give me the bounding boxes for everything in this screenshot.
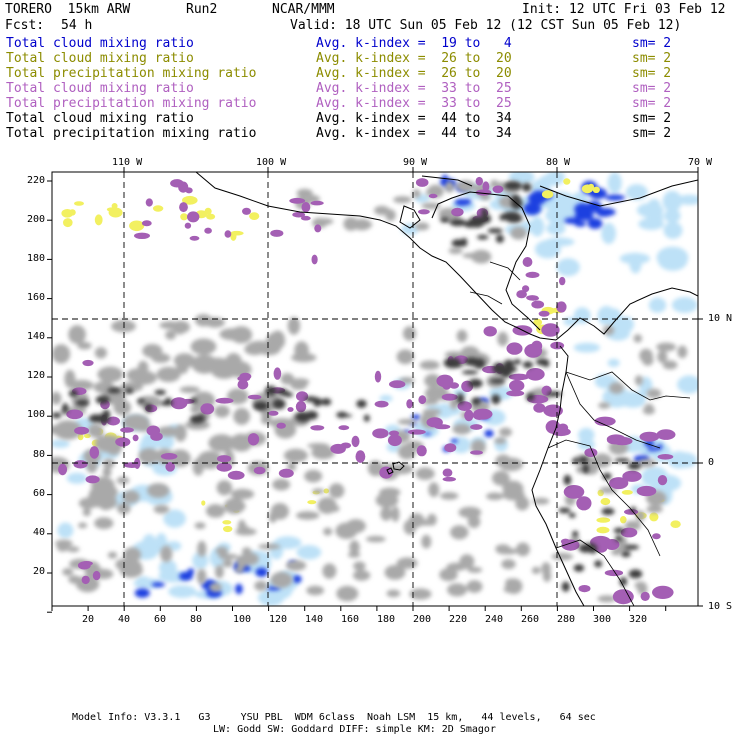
dark-convection-field bbox=[52, 181, 643, 592]
legend-kindex: Avg. k-index = 44 to 34 bbox=[316, 111, 512, 126]
legend-kindex: Avg. k-index = 44 to 34 bbox=[316, 126, 512, 141]
x-tick-160: 160 bbox=[341, 614, 360, 625]
lon-label-90w: 90 W bbox=[403, 157, 428, 168]
y-tick-100: 100 bbox=[27, 409, 46, 420]
x-tick-280: 280 bbox=[557, 614, 576, 625]
x-tick-140: 140 bbox=[305, 614, 324, 625]
y-tick-180: 180 bbox=[27, 253, 46, 264]
x-tick-80: 80 bbox=[190, 614, 203, 625]
y-tick-40: 40 bbox=[33, 527, 46, 538]
x-tick-180: 180 bbox=[377, 614, 396, 625]
lon-label-80w: 80 W bbox=[546, 157, 571, 168]
model-info: Model Info: V3.3.1 G3 YSU PBL WDM 6class… bbox=[72, 712, 596, 723]
model-name: TORERO 15km ARW bbox=[5, 2, 131, 17]
lon-label-110w: 110 W bbox=[112, 157, 143, 168]
x-tick-240: 240 bbox=[485, 614, 504, 625]
legend-sm: sm= 2 bbox=[632, 36, 672, 51]
y-tick-200: 200 bbox=[27, 214, 46, 225]
legend-field: Total cloud mixing ratio bbox=[6, 51, 194, 66]
legend-field: Total cloud mixing ratio bbox=[6, 81, 194, 96]
legend-kindex: Avg. k-index = 26 to 20 bbox=[316, 66, 512, 81]
legend-field: Total precipitation mixing ratio bbox=[6, 126, 257, 141]
lat-label-10s: 10 S bbox=[708, 601, 733, 612]
y-tick-80: 80 bbox=[33, 449, 46, 460]
lat-label-0: 0 bbox=[708, 457, 715, 468]
physics-info: LW: Godd SW: Goddard DIFF: simple KM: 2D… bbox=[213, 724, 496, 735]
fcst-hours: 54 h bbox=[61, 18, 93, 33]
lon-label-70w: 70 W bbox=[688, 157, 713, 168]
x-tick-100: 100 bbox=[233, 614, 252, 625]
legend-kindex: Avg. k-index = 33 to 25 bbox=[316, 81, 512, 96]
legend-kindex: Avg. k-index = 19 to 4 bbox=[316, 36, 512, 51]
country-borders bbox=[469, 261, 691, 606]
legend-sm: sm= 2 bbox=[632, 51, 672, 66]
x-tick-320: 320 bbox=[629, 614, 648, 625]
fcst-label: Fcst: bbox=[5, 18, 45, 33]
x-tick-20: 20 bbox=[82, 614, 95, 625]
lon-label-100w: 100 W bbox=[256, 157, 287, 168]
x-tick-120: 120 bbox=[269, 614, 288, 625]
map-frame bbox=[51, 171, 699, 607]
valid-time: Valid: 18 UTC Sun 05 Feb 12 (12 CST Sun … bbox=[290, 18, 682, 33]
y-tick-20: 20 bbox=[33, 566, 46, 577]
legend-kindex: Avg. k-index = 33 to 25 bbox=[316, 96, 512, 111]
x-tick-60: 60 bbox=[154, 614, 167, 625]
legend-field: Total precipitation mixing ratio bbox=[6, 66, 257, 81]
coastline bbox=[195, 172, 698, 606]
legend-sm: sm= 2 bbox=[632, 126, 672, 141]
gray-cloud-field bbox=[52, 179, 688, 603]
legend-field: Total precipitation mixing ratio bbox=[6, 96, 257, 111]
y-tick-120: 120 bbox=[27, 370, 46, 381]
y-tick-60: 60 bbox=[33, 488, 46, 499]
legend-kindex: Avg. k-index = 26 to 20 bbox=[316, 51, 512, 66]
y-tick-160: 160 bbox=[27, 292, 46, 303]
y-tick-140: 140 bbox=[27, 331, 46, 342]
legend-sm: sm= 2 bbox=[632, 111, 672, 126]
graticule bbox=[52, 172, 698, 606]
center-label: NCAR/MMM bbox=[272, 2, 335, 17]
tick-marks bbox=[47, 167, 703, 613]
legend-sm: sm= 2 bbox=[632, 81, 672, 96]
x-tick-300: 300 bbox=[593, 614, 612, 625]
lat-label-10n: 10 N bbox=[708, 313, 733, 324]
legend-sm: sm= 2 bbox=[632, 66, 672, 81]
y-tick-220: 220 bbox=[27, 175, 46, 186]
run-label: Run2 bbox=[186, 2, 218, 17]
legend-sm: sm= 2 bbox=[632, 96, 672, 111]
init-time: Init: 12 UTC Fri 03 Feb 12 bbox=[522, 2, 726, 17]
legend-field: Total cloud mixing ratio bbox=[6, 111, 194, 126]
x-tick-200: 200 bbox=[413, 614, 432, 625]
x-tick-40: 40 bbox=[118, 614, 131, 625]
legend-field: Total cloud mixing ratio bbox=[6, 36, 194, 51]
x-tick-260: 260 bbox=[521, 614, 540, 625]
x-tick-220: 220 bbox=[449, 614, 468, 625]
